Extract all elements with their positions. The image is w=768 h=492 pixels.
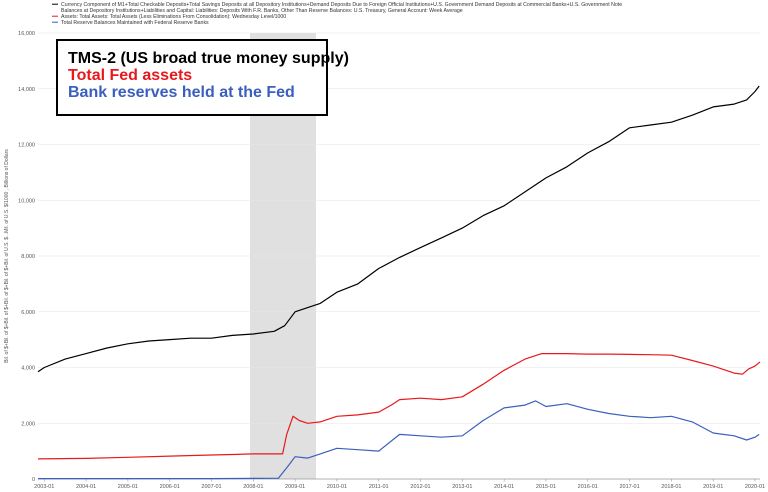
x-tick-label: 2020-01 xyxy=(745,484,765,490)
x-tick-label: 2013-01 xyxy=(452,484,472,490)
annotation-box-border xyxy=(56,39,328,116)
x-tick-label: 2019-01 xyxy=(703,484,723,490)
y-tick-labels: 0 2,000 4,000 6,000 8,000 10,000 12,000 14,000 1… xyxy=(18,31,35,483)
y-tick-label: 16,000 xyxy=(18,31,35,37)
y-tick-label: 8,000 xyxy=(21,254,35,260)
legend-entry-2: Assets: Total Assets: Total Assets (Less… xyxy=(61,14,286,20)
x-tick-label: 2004-01 xyxy=(76,484,96,490)
legend-entry-1: Currency Component of M1+Total Checkable… xyxy=(61,2,622,14)
annotation-tms2: TMS-2 (US broad true money supply) xyxy=(68,50,349,67)
annotation-bank-reserves: Bank reserves held at the Fed xyxy=(68,84,295,101)
y-tick-label: 0 xyxy=(32,477,35,483)
x-tick-label: 2009-01 xyxy=(285,484,305,490)
x-tick-label: 2014-01 xyxy=(494,484,514,490)
y-tick-label: 10,000 xyxy=(18,198,35,204)
x-tick-label: 2008-01 xyxy=(243,484,263,490)
annotation-fed-assets: Total Fed assets xyxy=(68,67,192,84)
y-tick-label: 2,000 xyxy=(21,421,35,427)
series-line-2 xyxy=(37,353,761,460)
series-line-3 xyxy=(38,400,760,480)
series-line-1 xyxy=(37,85,760,373)
legend: Currency Component of M1+Total Checkable… xyxy=(52,2,622,26)
y-tick-label: 12,000 xyxy=(18,143,35,149)
legend-entry-3: Total Reserve Balances Maintained with F… xyxy=(61,20,209,26)
y-axis-label: Bil. of $+Bil. of $+Bil. of $+Bil. of $+… xyxy=(4,149,10,363)
x-tick-label: 2017-01 xyxy=(619,484,639,490)
x-tick-label: 2006-01 xyxy=(160,484,180,490)
x-tick-label: 2012-01 xyxy=(410,484,430,490)
x-tick-label: 2003-01 xyxy=(34,484,54,490)
x-tick-label: 2015-01 xyxy=(536,484,556,490)
x-tick-labels: 2003-01 2004-01 2005-01 2006-01 2007-01 2008-… xyxy=(34,479,765,490)
x-tick-label: 2010-01 xyxy=(327,484,347,490)
x-tick-label: 2007-01 xyxy=(201,484,221,490)
x-tick-label: 2005-01 xyxy=(118,484,138,490)
annotation-box: TMS-2 (US broad true money supply) Total… xyxy=(56,39,349,116)
x-tick-label: 2016-01 xyxy=(578,484,598,490)
series-lines xyxy=(37,85,761,480)
x-tick-label: 2011-01 xyxy=(369,484,389,490)
y-tick-label: 6,000 xyxy=(21,310,35,316)
x-tick-label: 2018-01 xyxy=(661,484,681,490)
y-tick-label: 4,000 xyxy=(21,366,35,372)
y-tick-label: 14,000 xyxy=(18,87,35,93)
